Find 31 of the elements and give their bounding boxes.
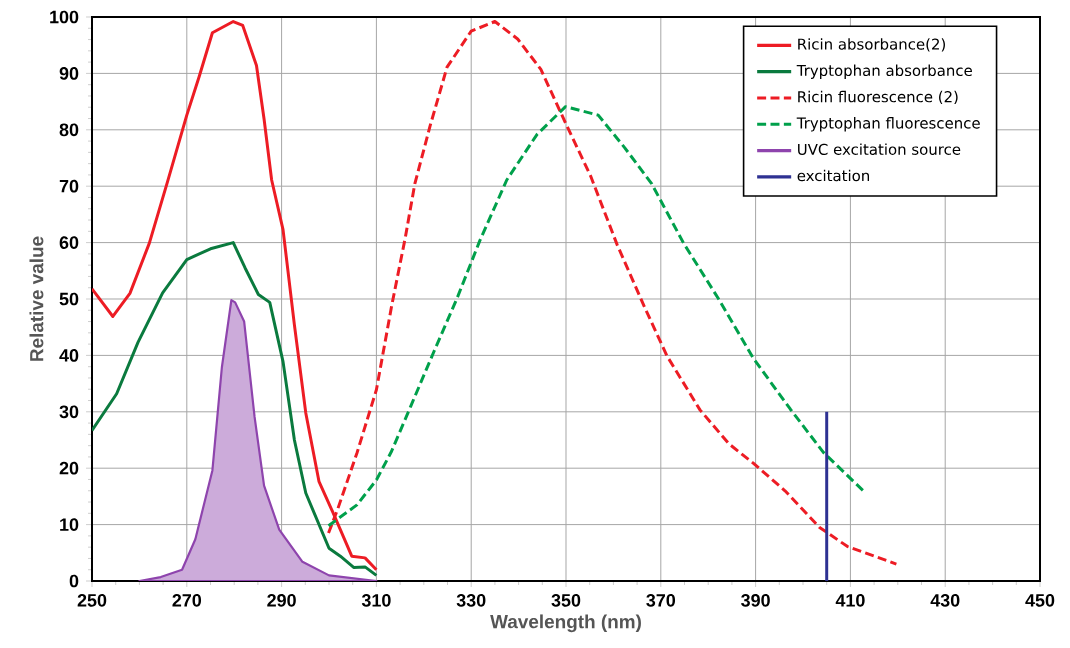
x-tick-label: 310	[361, 594, 391, 607]
x-tick-label: 270	[172, 594, 202, 607]
x-tick-label: 350	[551, 594, 581, 607]
y-tick-label: 20	[59, 461, 79, 475]
x-tick-label: 390	[741, 594, 770, 607]
legend-label: UVC excitation source	[798, 143, 961, 155]
legend-label: Tryptophan fluorescence	[796, 117, 980, 132]
line-series	[92, 241, 378, 577]
x-tick-label: 410	[835, 594, 865, 607]
legend-label: Ricin fluorescence (2)	[798, 90, 958, 105]
y-tick-label: 100	[50, 10, 79, 24]
y-tick-label: 50	[59, 292, 79, 306]
y-tick-label: 90	[59, 67, 79, 80]
x-tick-label: 450	[1025, 594, 1055, 607]
y-tick-label: 60	[59, 236, 79, 249]
legend-label: excitation	[797, 169, 869, 182]
x-tick-label: 370	[646, 594, 676, 607]
x-tick-label: 330	[456, 594, 486, 607]
x-axis-title: Wavelength (nm)	[490, 614, 641, 633]
x-tick-label: 290	[267, 594, 296, 607]
y-tick-label: 70	[59, 179, 79, 193]
y-tick-label: 80	[59, 123, 79, 137]
y-axis-title: Relative value	[29, 236, 44, 361]
y-tick-label: 40	[59, 349, 79, 362]
y-tick-label: 30	[59, 405, 79, 419]
x-tick-label: 430	[930, 594, 960, 607]
x-tick-label: 250	[77, 594, 107, 607]
legend-label: Ricin absorbance(2)	[798, 38, 945, 52]
legend-label: Tryptophan absorbance	[796, 64, 972, 79]
y-tick-label: 0	[69, 574, 79, 588]
y-tick-label: 10	[60, 518, 79, 531]
